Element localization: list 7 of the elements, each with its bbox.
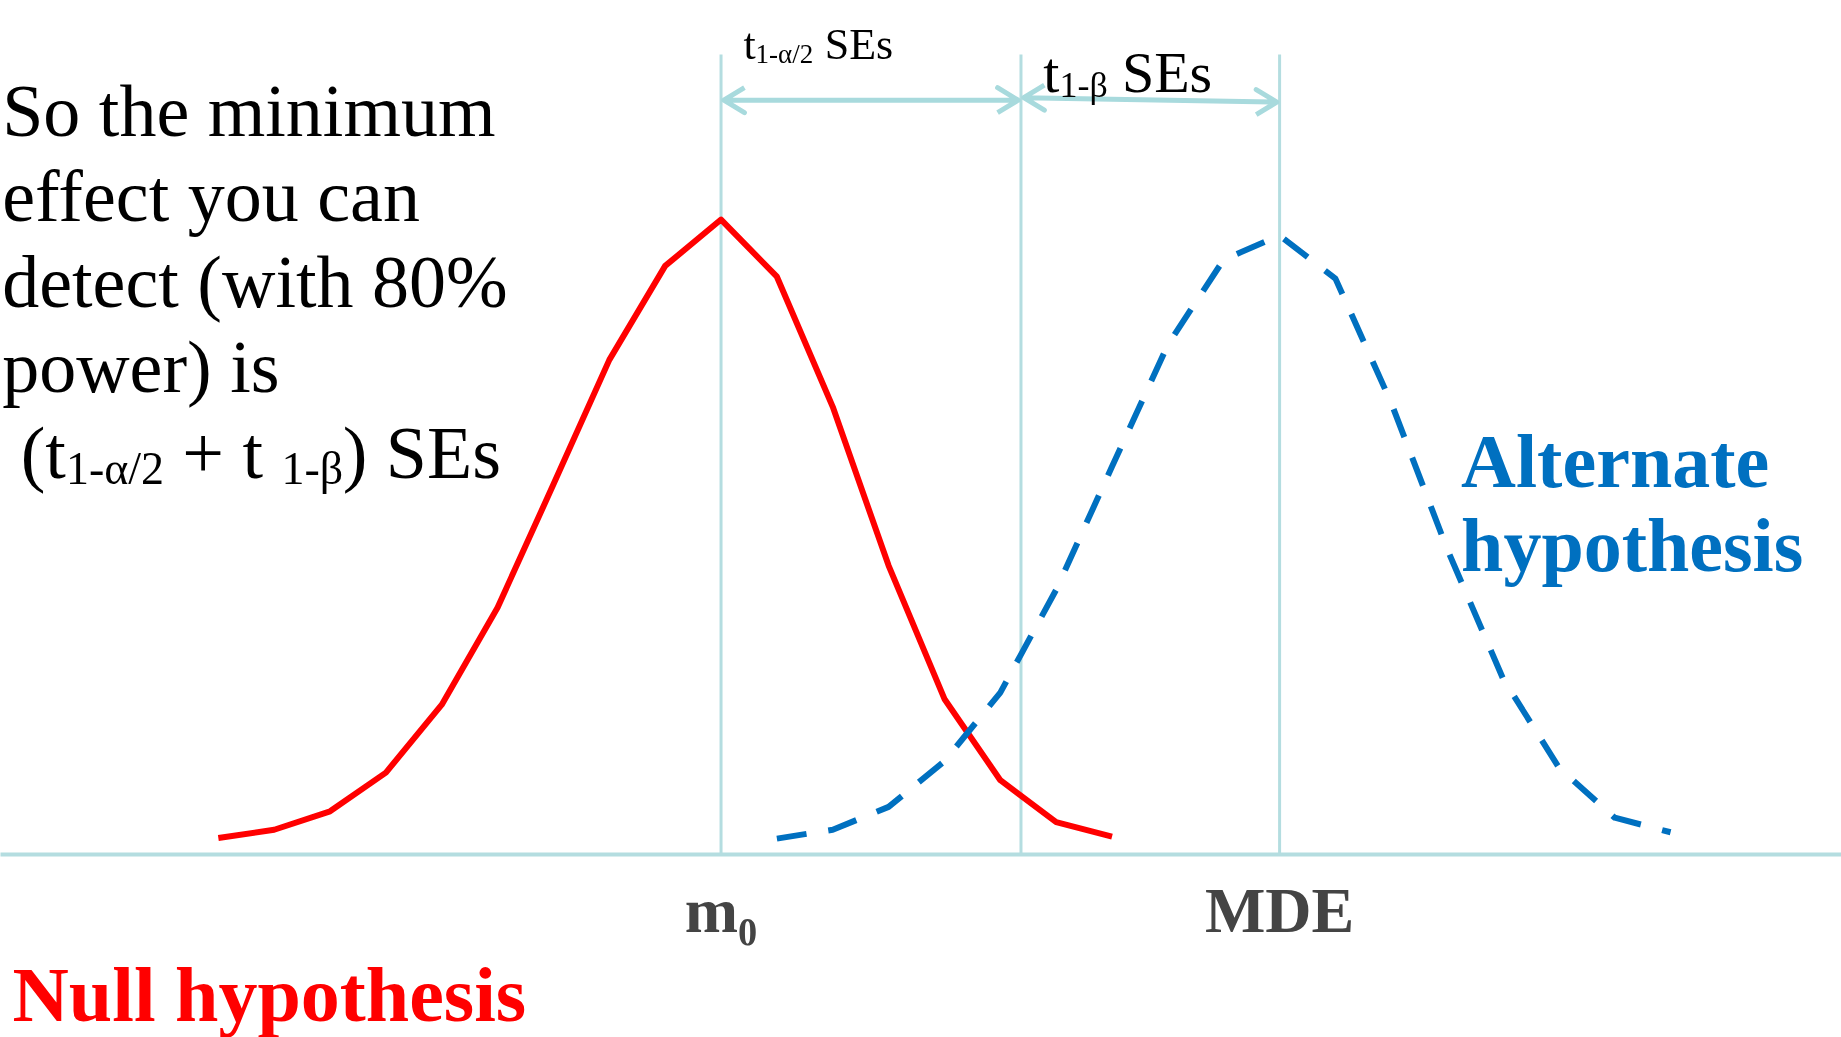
- text: So the minimum effect you can detect (with 80% power) is (t1-α/2 + t 1-β) SEs: [2, 69, 508, 495]
- text: Null hypothesis: [12, 950, 527, 1037]
- x-tick-label: MDE: [1204, 874, 1355, 946]
- series-label: Alternate hypothesis: [1461, 418, 1804, 587]
- x-tick-label: m₀: [684, 874, 758, 946]
- text: t1-β SEs: [1043, 39, 1213, 106]
- text: t1-α/2 SEs: [743, 19, 894, 69]
